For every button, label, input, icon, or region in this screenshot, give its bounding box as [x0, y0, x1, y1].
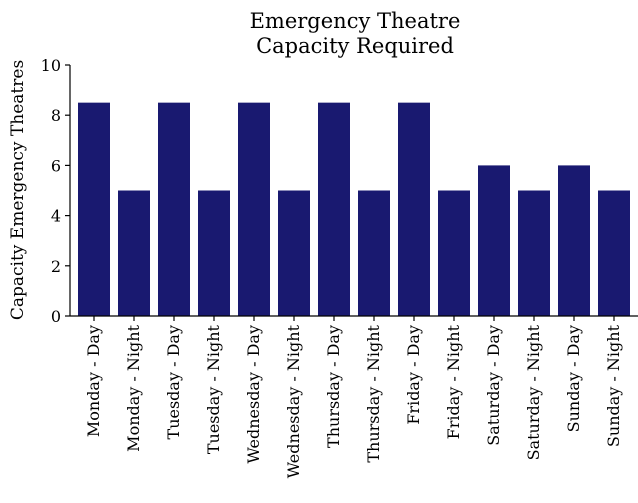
x-tick-label-6: Thursday - Day [324, 325, 343, 448]
y-tick-label-0: 0 [51, 307, 61, 326]
bars-group [78, 102, 630, 317]
bar-8 [398, 102, 430, 317]
x-tick-label-9: Friday - Night [444, 324, 463, 439]
bar-6 [318, 102, 350, 317]
x-tick-label-11: Saturday - Night [524, 324, 543, 460]
bar-2 [158, 102, 190, 317]
bar-7 [358, 190, 390, 316]
bar-13 [598, 190, 630, 316]
bar-5 [278, 190, 310, 316]
chart-title-line-2: Capacity Required [256, 34, 454, 58]
x-tick-label-2: Tuesday - Day [164, 325, 183, 439]
y-tick-label-3: 6 [51, 156, 61, 175]
bar-3 [198, 190, 230, 316]
y-tick-label-5: 10 [41, 56, 61, 75]
y-tick-label-1: 2 [51, 257, 61, 276]
y-tick-label-4: 8 [51, 106, 61, 125]
bar-9 [438, 190, 470, 316]
y-tick-label-2: 4 [51, 207, 61, 226]
x-tick-label-4: Wednesday - Day [244, 325, 263, 464]
x-tick-label-7: Thursday - Night [364, 324, 383, 462]
bar-4 [238, 102, 270, 317]
x-tick-label-8: Friday - Day [404, 325, 423, 425]
y-axis-label: Capacity Emergency Theatres [8, 60, 28, 320]
y-ticks-group: 0 2 4 6 8 10 [41, 56, 70, 326]
x-tick-label-13: Sunday - Night [604, 324, 623, 447]
x-tick-label-10: Saturday - Day [484, 325, 503, 446]
bar-12 [558, 165, 590, 316]
chart-title-line-1: Emergency Theatre [250, 9, 461, 33]
x-tick-label-5: Wednesday - Night [284, 324, 303, 478]
x-tick-label-1: Monday - Night [124, 324, 143, 451]
bar-0 [78, 102, 110, 317]
x-tick-label-3: Tuesday - Night [204, 324, 223, 454]
x-ticks-group: Monday - Day Monday - Night Tuesday - Day T… [84, 316, 623, 478]
x-tick-label-12: Sunday - Day [564, 325, 583, 432]
x-tick-label-0: Monday - Day [84, 325, 103, 437]
bar-1 [118, 190, 150, 316]
bar-10 [478, 165, 510, 316]
bar-11 [518, 190, 550, 316]
